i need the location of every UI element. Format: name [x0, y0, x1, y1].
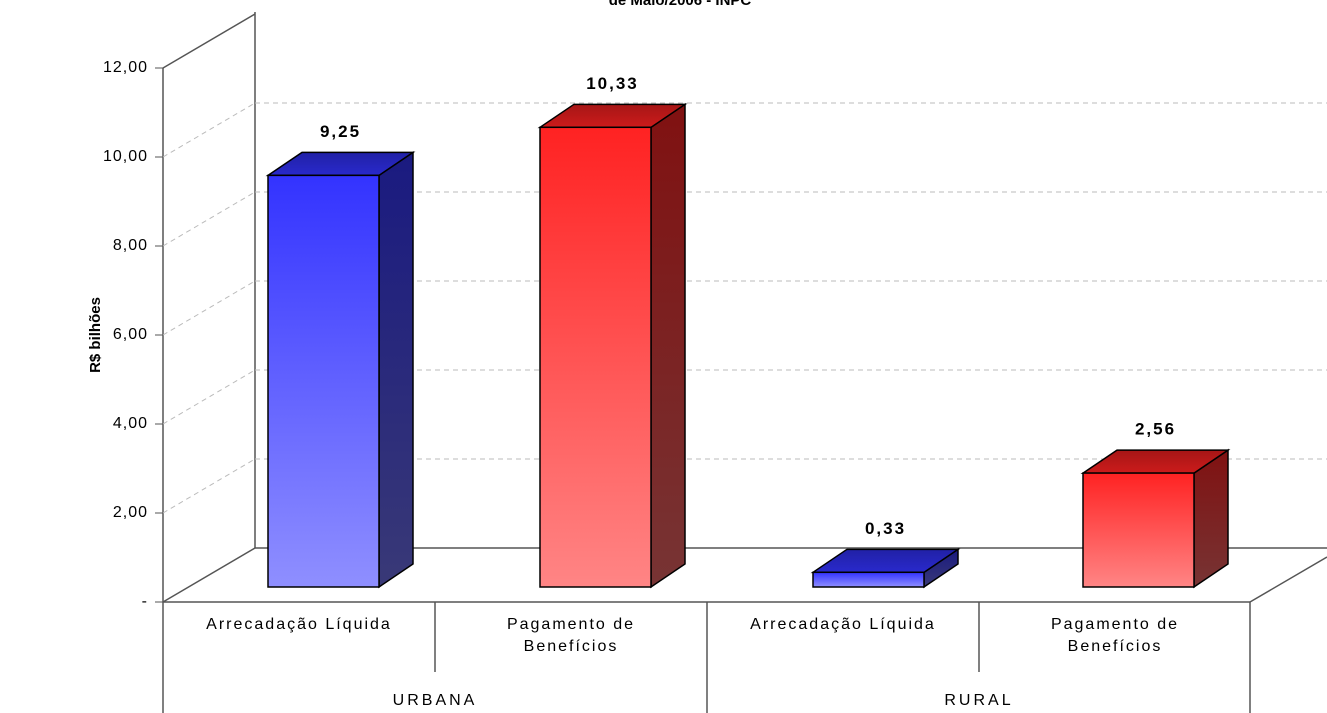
grid-line	[162, 280, 256, 336]
x-tick-label-box: Arrecadação Líquida	[206, 616, 392, 633]
grid-line	[162, 458, 256, 514]
bar-side	[1193, 448, 1229, 589]
y-tick-label: -	[142, 593, 148, 610]
chart-title: de Maio/2006 - INPC	[609, 0, 752, 9]
y-tick-label: 4,00	[113, 415, 148, 432]
x-tick-label-box: Arrecadação Líquida	[750, 616, 936, 633]
group-label: URBANA	[393, 692, 478, 709]
bar	[812, 571, 925, 588]
floor-right	[1249, 556, 1327, 603]
bar	[1082, 472, 1195, 588]
group-label: RURAL	[944, 692, 1013, 709]
grid-line	[162, 102, 256, 158]
x-tick-label: Arrecadação Líquida	[206, 616, 392, 633]
y-tick-label: 10,00	[103, 148, 148, 165]
x-tick-label: Pagamento de Benefícios	[1050, 616, 1180, 655]
x-tick-label: Pagamento de Benefícios	[506, 616, 636, 655]
bar	[267, 174, 380, 588]
value-label: 10,33	[586, 74, 639, 93]
y-tick-label: 8,00	[113, 237, 148, 254]
floor-left	[162, 547, 256, 603]
grid-line	[162, 191, 256, 247]
grid-line	[162, 369, 256, 425]
bar	[539, 126, 652, 588]
y-axis-label: R$ bilhões	[87, 297, 104, 373]
value-label: 2,56	[1135, 420, 1176, 439]
value-label: 0,33	[865, 519, 906, 538]
y-tick-label: 6,00	[113, 326, 148, 343]
value-label: 9,25	[320, 122, 361, 141]
x-tick-label: Arrecadação Líquida	[750, 616, 936, 633]
y-tick-label: 2,00	[113, 504, 148, 521]
bar-side	[378, 150, 414, 589]
y-tick-label: 12,00	[103, 59, 148, 76]
top-edge	[162, 13, 256, 69]
bar-side	[650, 102, 686, 589]
x-tick-label-box: Pagamento de Benefícios	[1050, 616, 1180, 655]
x-tick-label-box: Pagamento de Benefícios	[506, 616, 636, 655]
